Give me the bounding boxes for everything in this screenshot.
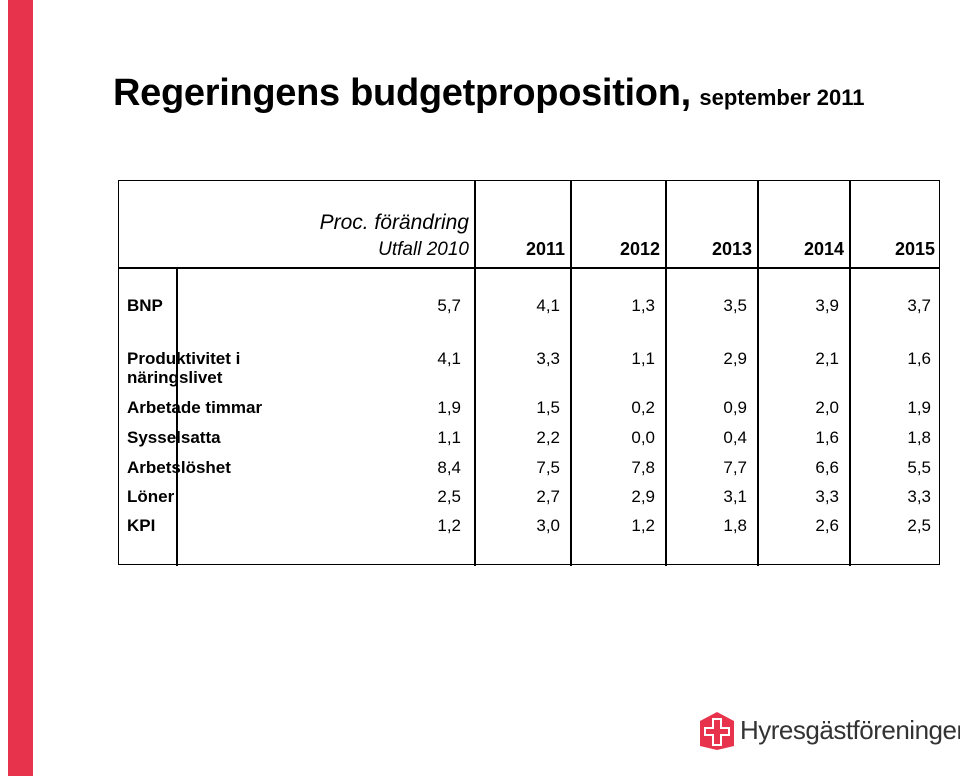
table-cell: 1,8 (907, 428, 931, 447)
header-separator (119, 267, 939, 269)
table-cell: 1,8 (723, 516, 747, 535)
hyresgastforeningen-logo: Hyresgästföreningen (700, 712, 960, 752)
row-label: Löner (127, 487, 175, 506)
table-cell: 1,2 (437, 516, 461, 535)
year-header: 2011 (525, 239, 565, 259)
year-header: 2014 (803, 239, 844, 259)
table-cell: 3,7 (907, 296, 931, 315)
table-cell: 5,7 (437, 296, 461, 315)
table-cell: 8,4 (437, 458, 461, 477)
table-cell: 1,9 (907, 398, 931, 417)
table-cell: 4,1 (437, 349, 461, 368)
table-cell: 2,0 (815, 398, 839, 417)
col-divider (570, 181, 572, 267)
col-divider (665, 181, 667, 267)
col-divider (570, 269, 572, 566)
table-cell: 0,4 (723, 428, 747, 447)
table-cell: 2,5 (437, 487, 461, 506)
table-cell: 3,3 (815, 487, 839, 506)
table-cell: 1,1 (631, 349, 655, 368)
table-cell: 3,0 (536, 516, 560, 535)
col-divider (757, 269, 759, 566)
table-cell: 3,3 (907, 487, 931, 506)
row-label: BNP (127, 296, 163, 315)
table-cell: 5,5 (907, 458, 931, 477)
table-cell: 7,8 (631, 458, 655, 477)
col-divider (849, 181, 851, 267)
col-divider (757, 181, 759, 267)
row-label: Arbetslöshet (127, 458, 231, 477)
table-cell: 1,9 (437, 398, 461, 417)
table-cell: 2,9 (631, 487, 655, 506)
table-cell: 2,2 (536, 428, 560, 447)
house-cross-logo-icon (700, 712, 734, 750)
year-header: 2012 (619, 239, 660, 259)
header-utfall: Utfall 2010 (378, 239, 469, 260)
slide-title: Regeringens budgetproposition, september… (113, 72, 864, 115)
table-cell: 1,3 (631, 296, 655, 315)
title-sub: september 2011 (699, 85, 865, 110)
table-cell: 0,0 (631, 428, 655, 447)
row-label: Arbetade timmar (127, 398, 263, 417)
logo-text: Hyresgästföreningen (740, 715, 960, 745)
col-divider (849, 269, 851, 566)
table-cell: 0,2 (631, 398, 655, 417)
table-cell: 1,1 (437, 428, 461, 447)
table-cell: 1,6 (815, 428, 839, 447)
table-cell: 0,9 (723, 398, 747, 417)
title-main: Regeringens budgetproposition, (113, 72, 691, 114)
table-cell: 2,6 (815, 516, 839, 535)
row-label: Sysselsatta (127, 428, 221, 447)
year-header: 2015 (894, 239, 935, 259)
table-cell: 7,7 (723, 458, 747, 477)
col-divider (665, 269, 667, 566)
table-cell: 4,1 (536, 296, 560, 315)
col-divider (474, 181, 476, 267)
col-divider (176, 269, 178, 566)
table-cell: 2,9 (723, 349, 747, 368)
table-cell: 2,1 (815, 349, 839, 368)
table-cell: 2,7 (536, 487, 560, 506)
forecast-table: Proc. förändring Utfall 2010 2011 2012 2… (118, 180, 940, 566)
table-cell: 3,1 (723, 487, 747, 506)
table-cell: 3,3 (536, 349, 560, 368)
table-cell: 6,6 (815, 458, 839, 477)
table-cell: 1,2 (631, 516, 655, 535)
table-cell: 7,5 (536, 458, 560, 477)
row-label: KPI (127, 516, 156, 535)
table-cell: 1,6 (907, 349, 931, 368)
table-cell: 3,5 (723, 296, 747, 315)
year-header: 2013 (711, 239, 752, 259)
table-cell: 3,9 (815, 296, 839, 315)
row-label: näringslivet (127, 368, 223, 387)
row-label: Produktivitet i (127, 349, 241, 368)
table-cell: 2,5 (907, 516, 931, 535)
table-cell: 1,5 (536, 398, 560, 417)
accent-bar (8, 0, 33, 776)
header-top-label: Proc. förändring (319, 211, 469, 234)
col-divider (474, 269, 476, 566)
